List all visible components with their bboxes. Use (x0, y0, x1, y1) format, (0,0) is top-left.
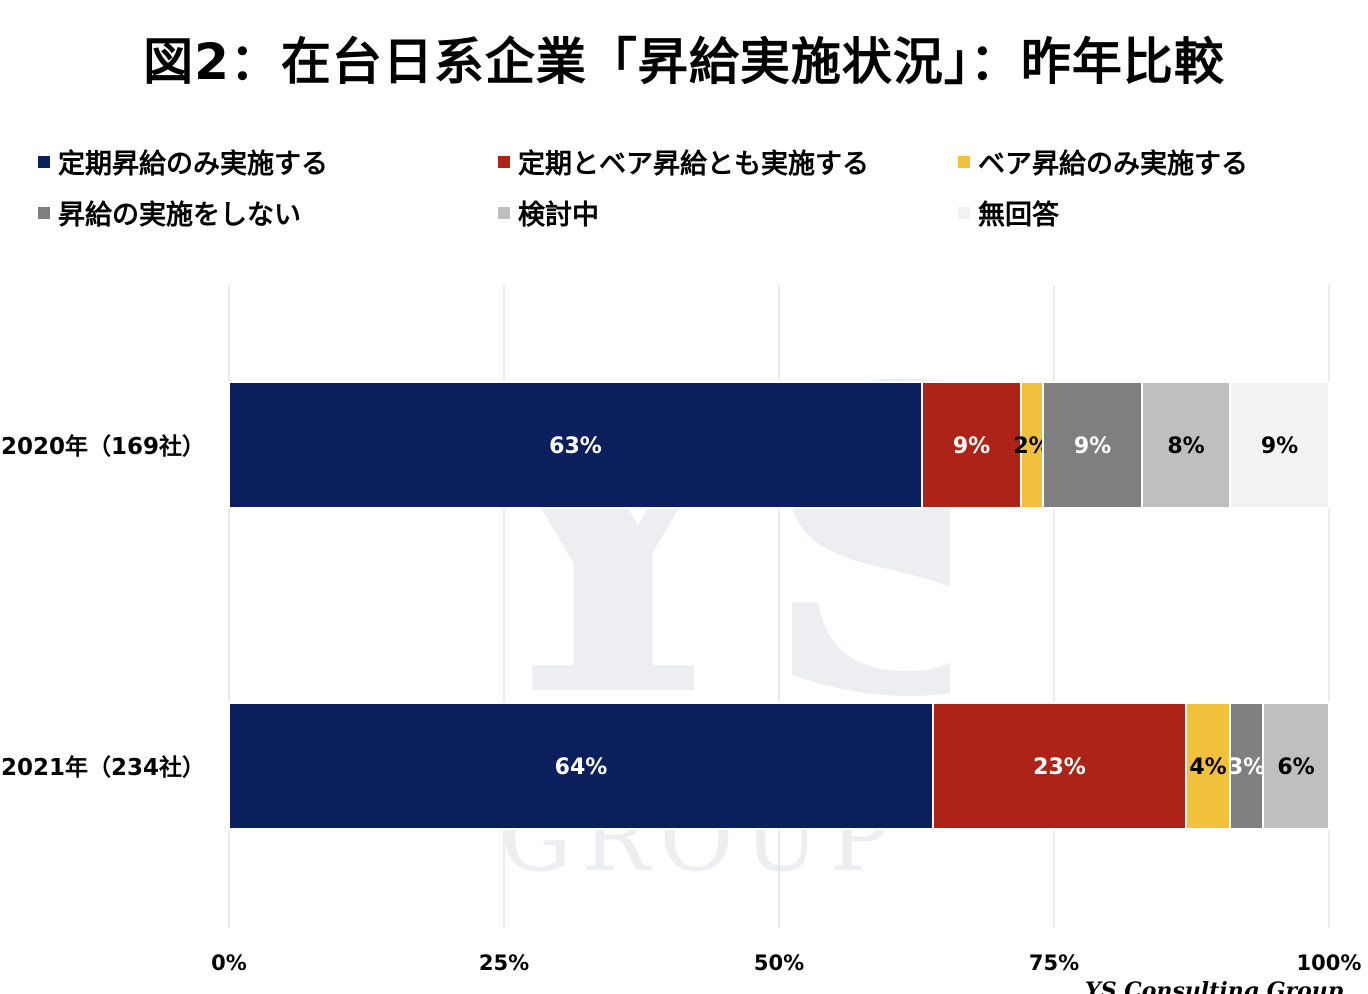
data-label: 9% (1261, 434, 1298, 459)
chart-title: 図2：在台日系企業「昇給実施状況」：昨年比較 (143, 33, 1225, 91)
bar-segment (1141, 381, 1231, 509)
data-label: 64% (555, 755, 608, 780)
legend-label: 検討中 (518, 200, 599, 231)
legend-label: ベア昇給のみ実施する (978, 149, 1248, 180)
legend-swatch (958, 155, 970, 168)
bar-segment (228, 702, 934, 830)
bar-segment (1185, 702, 1231, 830)
data-label: 9% (953, 434, 990, 459)
legend-swatch (498, 155, 510, 168)
legend-swatch (38, 206, 50, 219)
bar-segment (1229, 702, 1264, 830)
footer-brand: YS Consulting Group (1085, 978, 1344, 994)
x-tick-label: 0% (211, 951, 247, 975)
data-label: 63% (549, 434, 602, 459)
legend-label: 無回答 (978, 200, 1059, 231)
legend-swatch (498, 206, 510, 219)
legend-item: 定期昇給のみ実施する (38, 142, 328, 181)
legend-item: ベア昇給のみ実施する (958, 142, 1248, 181)
data-label: 3% (1228, 755, 1265, 780)
data-label: 4% (1189, 755, 1226, 780)
legend-item: 昇給の実施をしない (38, 193, 301, 232)
bar-segment (228, 381, 923, 509)
legend-item: 定期とベア昇給とも実施する (498, 142, 869, 181)
bar-segment (1229, 381, 1330, 509)
legend-item: 無回答 (958, 193, 1059, 232)
x-tick-label: 75% (1029, 951, 1079, 975)
legend-label: 定期とベア昇給とも実施する (518, 149, 869, 180)
legend-item: 検討中 (498, 193, 599, 232)
data-label: 8% (1167, 434, 1204, 459)
bar-segment (932, 702, 1187, 830)
category-label: 2020年（169社） (1, 433, 205, 460)
bar-segment (921, 381, 1022, 509)
x-tick-label: 25% (479, 951, 529, 975)
legend-swatch (958, 206, 970, 219)
bar-segment (1262, 702, 1330, 830)
legend-label: 定期昇給のみ実施する (58, 149, 328, 180)
legend-swatch (38, 155, 50, 168)
data-label: 6% (1277, 755, 1314, 780)
data-label: 9% (1074, 434, 1111, 459)
category-label: 2021年（234社） (1, 754, 205, 781)
x-tick-label: 100% (1297, 951, 1362, 975)
legend-label: 昇給の実施をしない (58, 200, 301, 231)
x-tick-label: 50% (754, 951, 804, 975)
data-label: 23% (1033, 755, 1086, 780)
